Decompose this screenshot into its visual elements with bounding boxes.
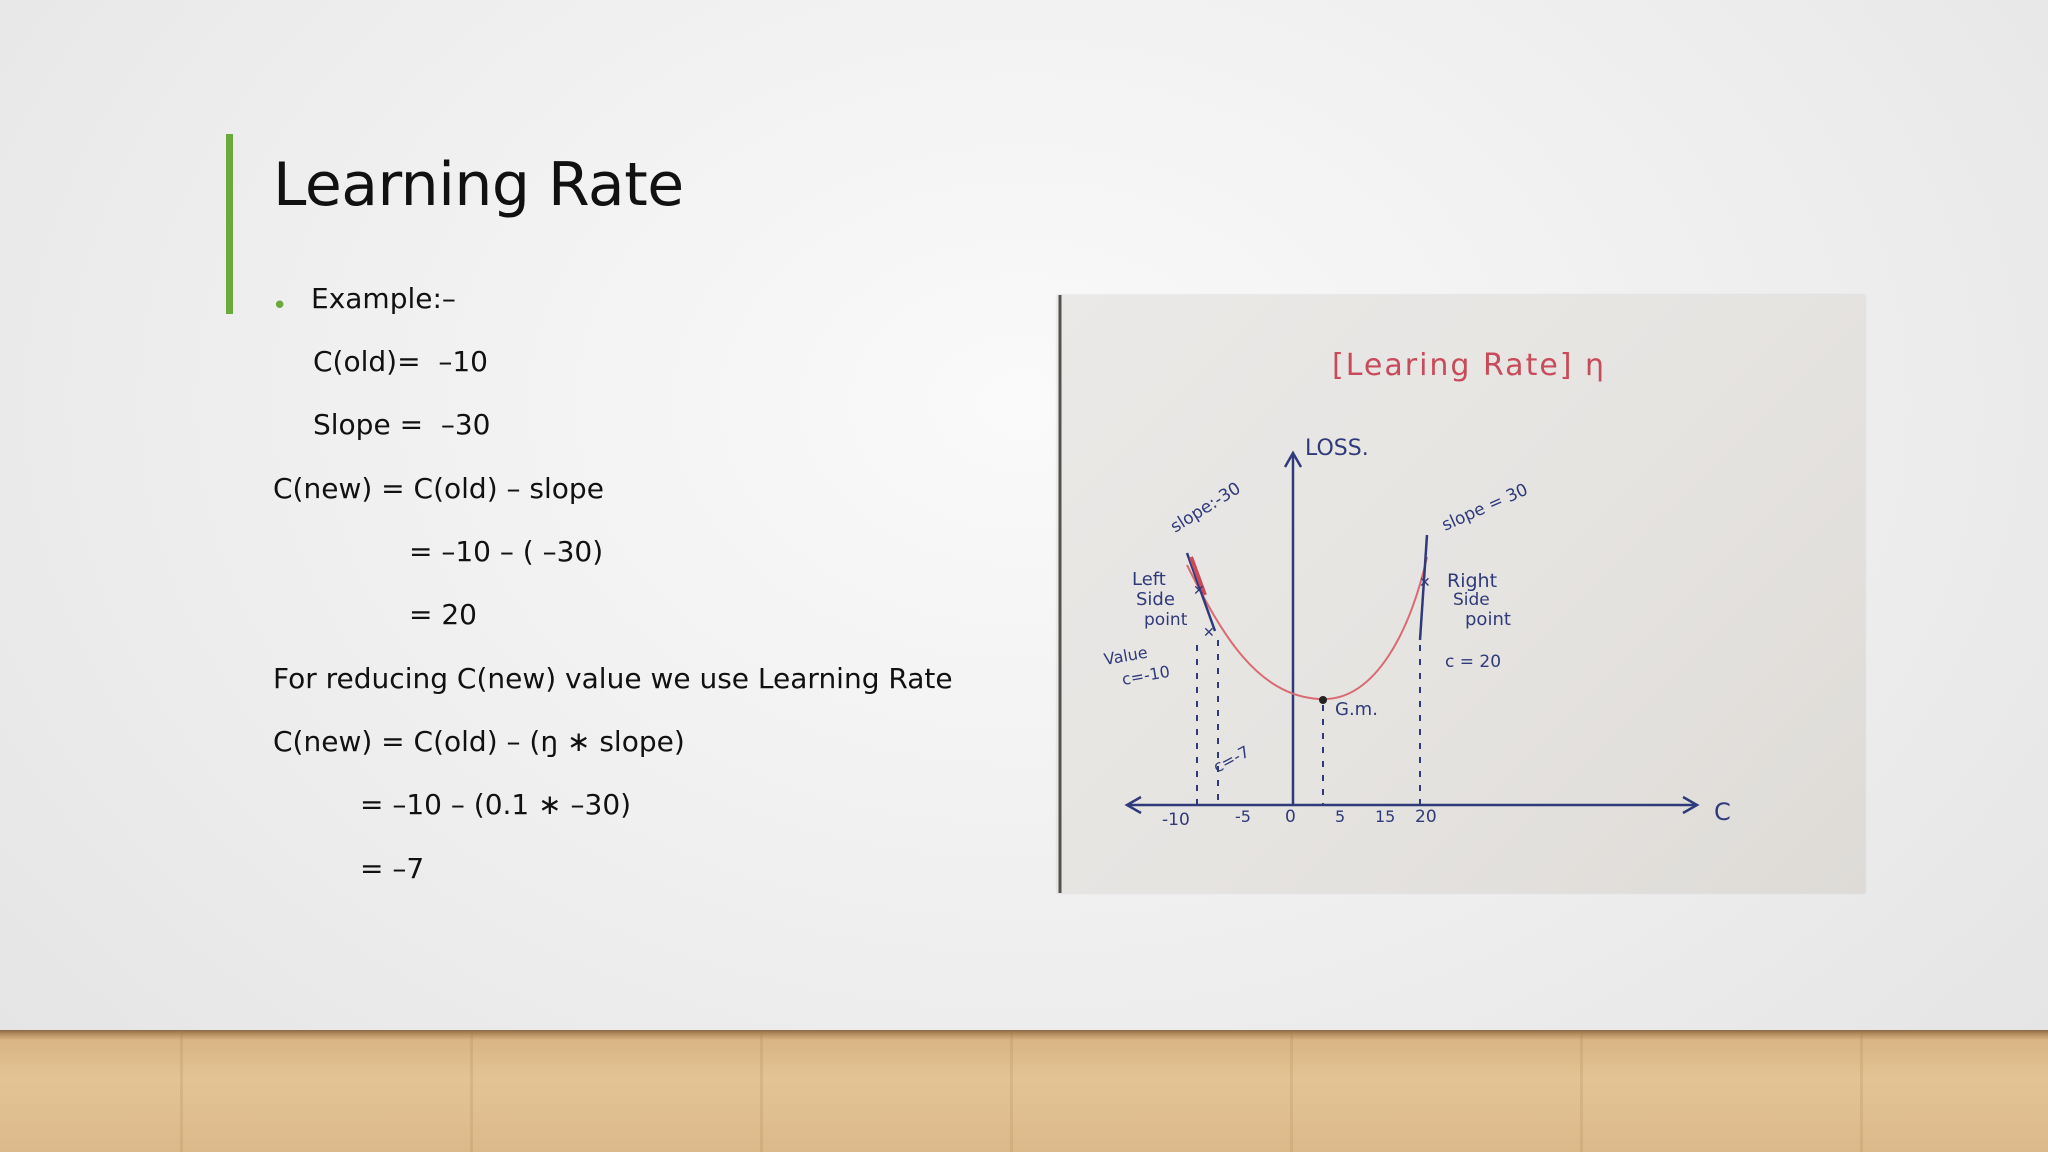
x-axis-left-arrow — [1124, 795, 1142, 815]
line-result-2: = –7 — [360, 852, 425, 885]
left-side-label-2: Side — [1136, 589, 1175, 610]
new-point-label: c=-7 — [1210, 742, 1253, 777]
y-axis-arrow — [1283, 450, 1303, 468]
left-tangent-highlight — [1189, 556, 1207, 596]
right-side-label-2: Side — [1453, 590, 1490, 610]
wood-grain — [470, 1030, 473, 1152]
left-side-label-3: point — [1144, 610, 1188, 630]
tick-label-neg5: -5 — [1235, 807, 1251, 826]
tick-label-0: 0 — [1285, 807, 1296, 827]
right-value-label: c = 20 — [1445, 652, 1501, 672]
right-tangent-line — [1418, 534, 1429, 641]
line-note: For reducing C(new) value we use Learnin… — [273, 662, 953, 695]
left-value-label-2: c=-10 — [1120, 662, 1171, 689]
sketch-drawing: [Learing Rate] η LOSS. C -10 -5 0 5 15 2… — [1058, 295, 1731, 893]
wood-floor-background — [0, 1030, 2048, 1152]
left-side-label-1: Left — [1132, 569, 1166, 590]
wood-grain — [1010, 1030, 1013, 1152]
left-point-marker: ✕ — [1193, 583, 1205, 599]
left-slope-label: slope:-30 — [1167, 479, 1244, 538]
right-slope-label: slope = 30 — [1439, 480, 1531, 536]
line-slope: Slope = –30 — [313, 408, 491, 441]
right-side-label-3: point — [1465, 609, 1511, 630]
wood-grain — [180, 1030, 183, 1152]
wood-grain — [1580, 1030, 1583, 1152]
x-axis-right-arrow — [1682, 795, 1700, 815]
tick-label-15: 15 — [1375, 807, 1395, 826]
bullet-example: Example:– — [311, 282, 456, 315]
line-calc-2: = –10 – (0.1 ∗ –30) — [360, 788, 632, 821]
slide-title: Learning Rate — [273, 150, 684, 220]
left-value-label-1: Value — [1102, 643, 1149, 669]
y-axis-label: LOSS. — [1305, 436, 1369, 461]
bullet-icon: • — [272, 291, 288, 321]
line-formula-1: C(new) = C(old) – slope — [273, 472, 604, 505]
title-accent-bar — [226, 134, 233, 314]
slide: Learning Rate • Example:– C(old)= –10 Sl… — [226, 134, 1865, 893]
sketch-title: [Learing Rate] η — [1332, 348, 1606, 383]
learning-rate-sketch-photo: [Learing Rate] η LOSS. C -10 -5 0 5 15 2… — [1057, 295, 1865, 893]
left-tangent-line — [1185, 552, 1217, 632]
x-axis-label: C — [1714, 798, 1731, 826]
wood-grain — [760, 1030, 763, 1152]
wood-grain — [1860, 1030, 1863, 1152]
line-calc-1: = –10 – ( –30) — [409, 535, 604, 568]
new-point-marker: ✕ — [1203, 625, 1215, 641]
line-c-old: C(old)= –10 — [313, 345, 488, 378]
tick-label-20: 20 — [1415, 807, 1437, 827]
line-formula-2: C(new) = C(old) – (ŋ ∗ slope) — [273, 725, 685, 758]
tick-label-neg10: -10 — [1162, 810, 1190, 830]
right-point-marker: ✕ — [1419, 575, 1431, 591]
line-result-1: = 20 — [409, 598, 477, 631]
right-side-label-1: Right — [1447, 570, 1497, 592]
loss-curve — [1186, 556, 1428, 701]
wood-grain — [1290, 1030, 1293, 1152]
tick-label-5: 5 — [1335, 807, 1345, 826]
global-minimum-dot — [1319, 696, 1327, 704]
global-minimum-label: G.m. — [1335, 699, 1378, 720]
